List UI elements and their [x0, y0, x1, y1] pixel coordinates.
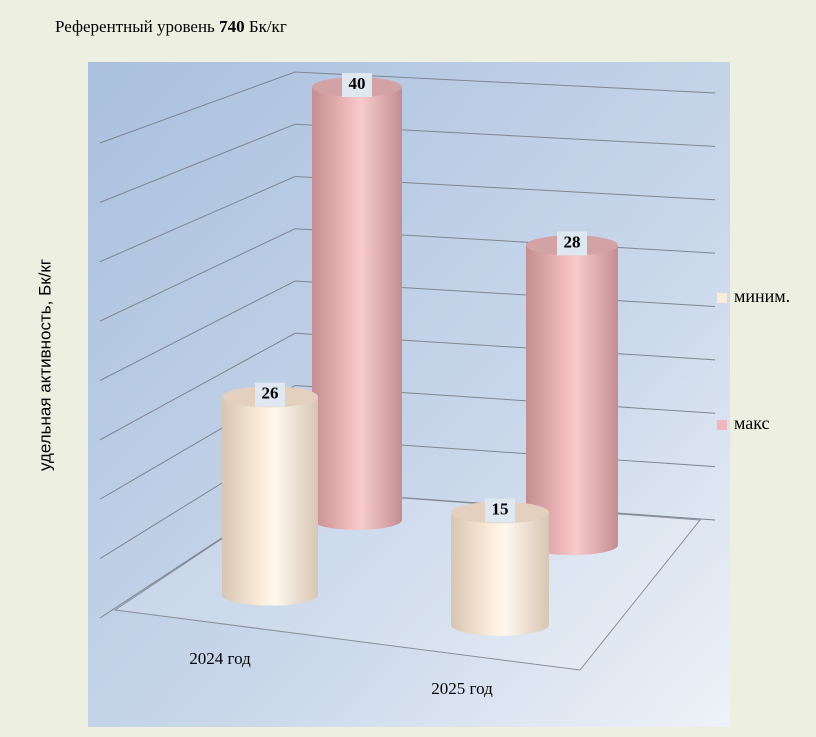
legend-swatch	[717, 420, 727, 430]
value-label: 28	[564, 232, 581, 251]
grid-line	[99, 71, 716, 144]
value-label: 15	[492, 499, 509, 518]
legend-label: миним.	[734, 286, 790, 306]
y-axis-label: удельная активность, Бк/кг	[35, 259, 54, 471]
bar-body	[222, 396, 318, 606]
title-text: Референтный уровень	[55, 17, 215, 36]
value-label: 40	[349, 74, 366, 93]
chart-title: Референтный уровень 740 Бк/кг	[55, 17, 287, 36]
value-label: 26	[262, 384, 279, 403]
value-label-bg	[342, 73, 372, 97]
value-label-bg	[255, 382, 285, 407]
title-unit: Бк/кг	[249, 17, 287, 36]
value-label-bg	[485, 498, 515, 523]
bar	[222, 386, 318, 606]
x-tick-label: 2024 год	[189, 649, 251, 668]
bar-body	[451, 512, 549, 636]
grid-line	[99, 175, 716, 263]
bar-body	[312, 87, 402, 530]
x-tick-label: 2025 год	[431, 679, 493, 698]
value-label-bg	[557, 231, 587, 256]
bar-body	[526, 245, 618, 556]
legend-label: макс	[734, 413, 770, 433]
grid-line	[99, 123, 716, 203]
title-value: 740	[219, 17, 245, 36]
legend-swatch	[717, 293, 727, 303]
bar	[312, 77, 402, 530]
